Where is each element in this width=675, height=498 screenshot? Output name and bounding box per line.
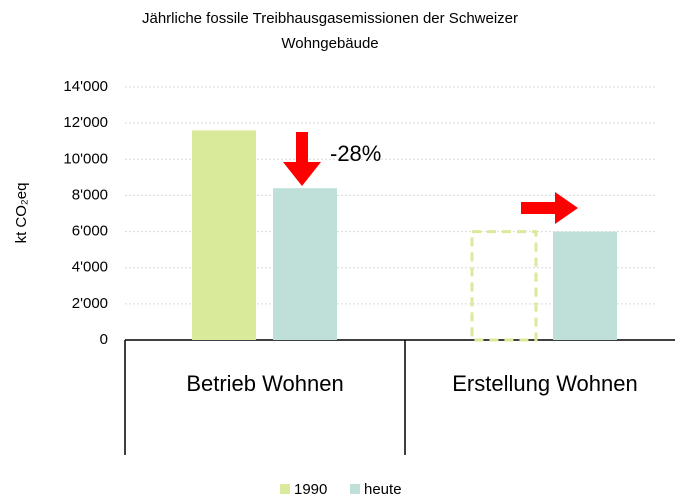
y-tick-label: 10'000 <box>63 150 108 167</box>
chart-title: Jährliche fossile Treibhausgasemissionen… <box>142 10 518 27</box>
bar <box>273 188 337 340</box>
y-tick-label: 6'000 <box>72 223 108 240</box>
annotation: -28% <box>330 141 381 166</box>
x-tick-label: Betrieb Wohnen <box>186 371 343 396</box>
legend-swatch <box>280 484 290 494</box>
y-tick-label: 8'000 <box>72 186 108 203</box>
x-tick-label: Erstellung Wohnen <box>452 371 638 396</box>
y-tick-label: 0 <box>100 331 108 348</box>
y-tick-label: 14'000 <box>63 78 108 95</box>
legend-swatch <box>350 484 360 494</box>
legend-label: 1990 <box>294 481 327 498</box>
bar <box>192 130 256 340</box>
bar <box>553 231 617 340</box>
arrow-right <box>521 192 578 224</box>
y-tick-label: 2'000 <box>72 295 108 312</box>
y-axis-label: kt CO₂eq <box>13 183 30 244</box>
y-tick-label: 4'000 <box>72 259 108 276</box>
chart-title: Wohngebäude <box>281 35 378 52</box>
arrow-down <box>283 132 321 186</box>
bar <box>470 230 538 342</box>
y-tick-label: 12'000 <box>63 114 108 131</box>
legend-label: heute <box>364 481 402 498</box>
